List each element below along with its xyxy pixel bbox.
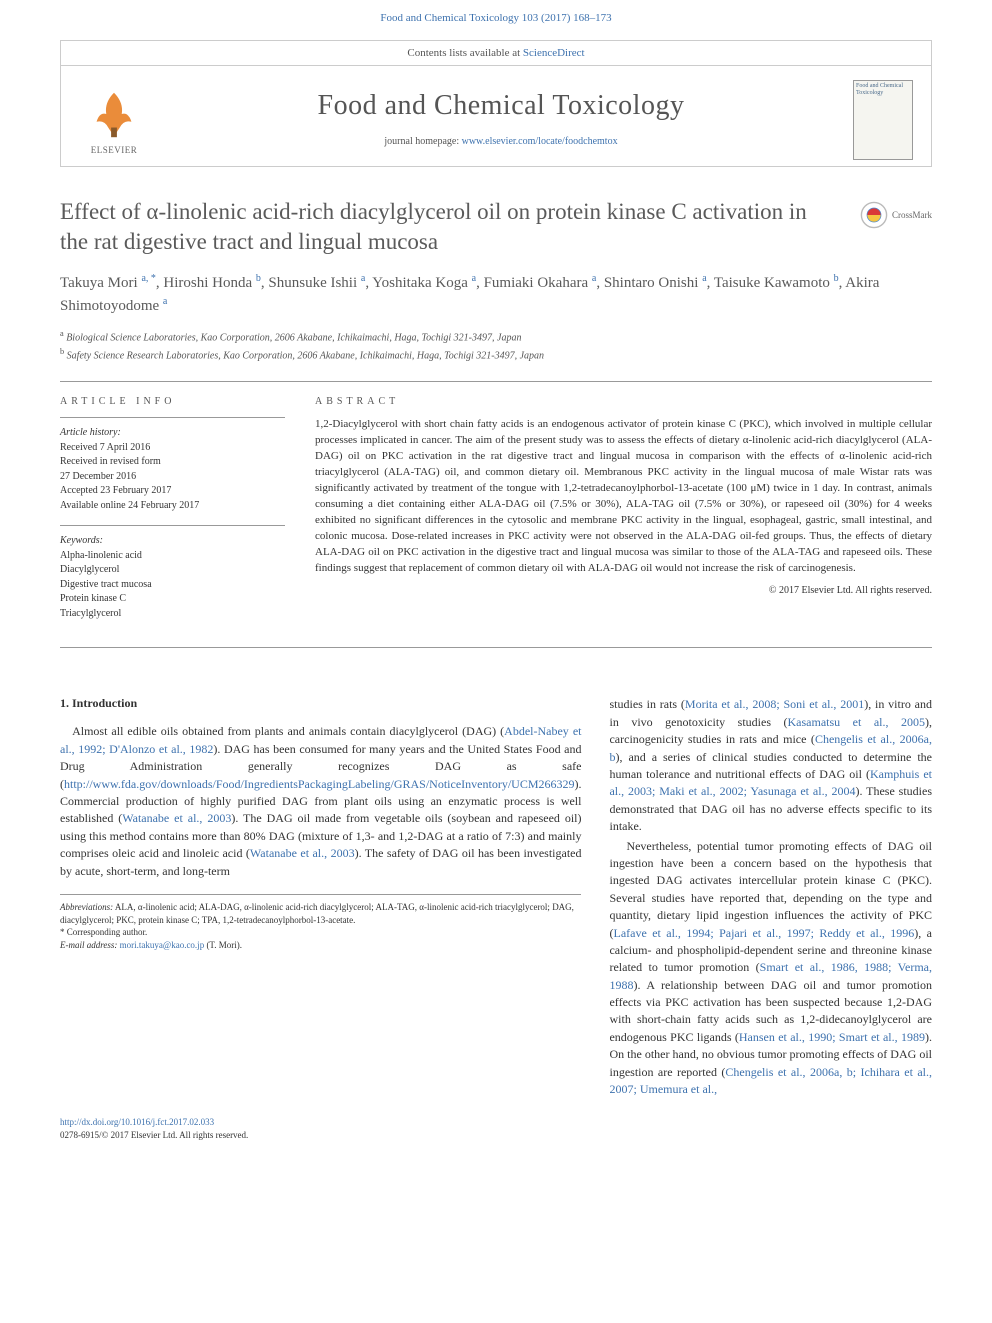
footer: http://dx.doi.org/10.1016/j.fct.2017.02.… xyxy=(60,1116,932,1141)
citation-link[interactable]: Food and Chemical Toxicology 103 (2017) … xyxy=(380,12,611,24)
footnotes: Abbreviations: ALA, α-linolenic acid; AL… xyxy=(60,894,581,951)
citation-link[interactable]: Hansen et al., 1990; Smart et al., 1989 xyxy=(739,1030,925,1044)
citation-link[interactable]: Lafave et al., 1994; Pajari et al., 1997… xyxy=(613,926,914,940)
body-paragraph: Nevertheless, potential tumor promoting … xyxy=(609,838,932,1099)
elsevier-label: ELSEVIER xyxy=(91,145,138,155)
journal-title: Food and Chemical Toxicology xyxy=(149,90,853,122)
journal-cover-thumbnail: Food and Chemical Toxicology xyxy=(853,80,913,160)
article-title: Effect of α-linolenic acid-rich diacylgl… xyxy=(60,197,932,257)
crossmark-icon xyxy=(860,201,888,229)
keyword: Triacylglycerol xyxy=(60,607,285,622)
crossmark-badge[interactable]: CrossMark xyxy=(860,201,932,229)
affiliation-line: b Safety Science Research Laboratories, … xyxy=(60,346,932,364)
section-heading: 1. Introduction xyxy=(60,696,581,711)
history-line: 27 December 2016 xyxy=(60,470,285,485)
citation-header: Food and Chemical Toxicology 103 (2017) … xyxy=(0,0,992,32)
body-paragraph: Almost all edible oils obtained from pla… xyxy=(60,723,581,880)
keyword: Diacylglycerol xyxy=(60,563,285,578)
history-line: Accepted 23 February 2017 xyxy=(60,484,285,499)
homepage-link[interactable]: www.elsevier.com/locate/foodchemtox xyxy=(462,136,618,147)
abstract-copyright: © 2017 Elsevier Ltd. All rights reserved… xyxy=(315,585,932,596)
citation-link[interactable]: Watanabe et al., 2003 xyxy=(250,846,355,860)
article-info-heading: ARTICLE INFO xyxy=(60,396,285,407)
doi-link[interactable]: http://dx.doi.org/10.1016/j.fct.2017.02.… xyxy=(60,1117,214,1127)
history-line: Received in revised form xyxy=(60,455,285,470)
abstract-text: 1,2-Diacylglycerol with short chain fatt… xyxy=(315,417,932,576)
elsevier-logo: ELSEVIER xyxy=(79,80,149,160)
sciencedirect-link[interactable]: ScienceDirect xyxy=(523,47,585,59)
citation-link[interactable]: Kasamatsu et al., 2005 xyxy=(788,715,926,729)
issn-line: 0278-6915/© 2017 Elsevier Ltd. All right… xyxy=(60,1129,932,1142)
history-line: Available online 24 February 2017 xyxy=(60,499,285,514)
journal-homepage: journal homepage: www.elsevier.com/locat… xyxy=(149,130,853,151)
email-link[interactable]: mori.takuya@kao.co.jp xyxy=(120,940,205,950)
keyword: Digestive tract mucosa xyxy=(60,578,285,593)
citation-link[interactable]: Watanabe et al., 2003 xyxy=(122,811,231,825)
author-list: Takuya Mori a, *, Hiroshi Honda b, Shuns… xyxy=(60,271,932,318)
keyword: Protein kinase C xyxy=(60,592,285,607)
affiliations: a Biological Science Laboratories, Kao C… xyxy=(60,328,932,364)
article-history: Article history: Received 7 April 2016Re… xyxy=(60,417,285,513)
elsevier-tree-icon xyxy=(85,85,143,143)
affiliation-line: a Biological Science Laboratories, Kao C… xyxy=(60,328,932,346)
masthead: Contents lists available at ScienceDirec… xyxy=(60,40,932,167)
abstract-heading: ABSTRACT xyxy=(315,396,932,407)
url-link[interactable]: http://www.fda.gov/downloads/Food/Ingred… xyxy=(64,777,575,791)
citation-link[interactable]: Morita et al., 2008; Soni et al., 2001 xyxy=(685,697,864,711)
divider xyxy=(60,647,932,648)
history-line: Received 7 April 2016 xyxy=(60,441,285,456)
divider xyxy=(60,381,932,382)
keyword: Alpha-linolenic acid xyxy=(60,549,285,564)
body-paragraph: studies in rats (Morita et al., 2008; So… xyxy=(609,696,932,835)
corresponding-author: * Corresponding author. xyxy=(60,926,581,939)
contents-line: Contents lists available at ScienceDirec… xyxy=(61,41,931,66)
keywords-block: Keywords: Alpha-linolenic acidDiacylglyc… xyxy=(60,525,285,621)
